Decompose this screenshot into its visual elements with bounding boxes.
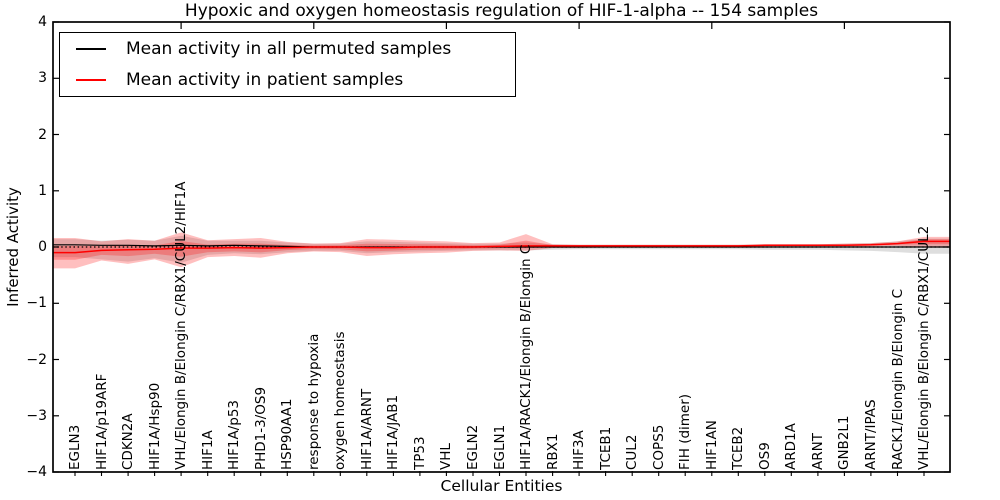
y-tick-label: 1 (38, 183, 47, 199)
x-category-label: HIF1AN (703, 420, 720, 470)
legend-label: Mean activity in patient samples (126, 70, 404, 90)
y-tick-label: 0 (38, 239, 47, 255)
y-tick-label: −1 (26, 295, 47, 311)
x-category-label: EGLN2 (465, 424, 481, 470)
x-category-label: HIF1A (199, 430, 216, 470)
y-tick-label: −4 (26, 464, 47, 480)
legend-entry-patient: Mean activity in patient samples (76, 69, 403, 91)
x-category-label: RACK1/Elongin B/Elongin C (889, 288, 906, 470)
x-category-label: HIF3A (571, 430, 588, 470)
legend: Mean activity in all permuted samples Me… (59, 32, 516, 97)
x-category-label: CUL2 (624, 434, 641, 470)
x-category-label: response to hypoxia (305, 333, 322, 470)
y-tick-label: 3 (38, 70, 47, 86)
x-category-label: ARNT (809, 433, 826, 470)
patient-mean-line (53, 240, 950, 254)
legend-label: Mean activity in all permuted samples (126, 39, 452, 59)
x-category-label: oxygen homeostasis (332, 331, 349, 471)
x-category-label: HIF1A/ARNT (358, 388, 375, 470)
legend-line-black (76, 48, 106, 50)
x-category-label: FIH (dimer) (677, 393, 694, 470)
x-category-label: TP53 (411, 436, 428, 470)
chart-title: Hypoxic and oxygen homeostasis regulatio… (184, 1, 819, 21)
x-category-label: TCEB1 (597, 426, 614, 470)
x-axis-title: Cellular Entities (440, 477, 563, 495)
x-category-label: EGLN1 (491, 424, 508, 470)
x-category-label: HSP90AA1 (279, 398, 296, 470)
patient-std-band-outer (53, 232, 950, 269)
legend-entry-permuted: Mean activity in all permuted samples (76, 38, 451, 60)
x-category-label: COPS5 (650, 424, 667, 470)
x-category-label: HIF1A/RACK1/Elongin B/Elongin C (518, 244, 534, 470)
x-category-label: HIF1A/JAB1 (385, 394, 402, 470)
x-category-label: VHL/Elongin B/Elongin C/RBX1/CUL2 (916, 225, 932, 470)
y-tick-label: 4 (38, 14, 47, 30)
x-category-label: HIF1A/p19ARF (93, 373, 110, 470)
x-category-label: ARNT/IPAS (862, 399, 879, 470)
x-category-label: ARD1A (783, 423, 800, 470)
permuted-std-band (53, 235, 950, 263)
x-category-label: OS9 (756, 442, 773, 470)
x-category-label: VHL/Elongin B/Elongin C/RBX1/CUL2/HIF1A (173, 181, 190, 470)
x-category-label: VHL (438, 443, 455, 470)
patient-std-band-inner (53, 239, 950, 260)
x-category-label: CDKN2A (120, 413, 137, 470)
x-category-label: GNB2L1 (836, 415, 853, 470)
x-category-label: EGLN3 (67, 424, 83, 470)
x-category-label: HIF1A/Hsp90 (146, 382, 163, 470)
y-tick-label: −3 (26, 408, 47, 424)
x-category-label: HIF1A/p53 (226, 399, 243, 470)
x-category-label: TCEB2 (730, 426, 747, 470)
y-tick-label: 2 (38, 127, 47, 143)
y-tick-label: −2 (26, 352, 47, 368)
x-category-label: PHD1-3/OS9 (252, 386, 269, 470)
x-category-label: RBX1 (544, 433, 561, 470)
legend-line-red (76, 79, 106, 81)
